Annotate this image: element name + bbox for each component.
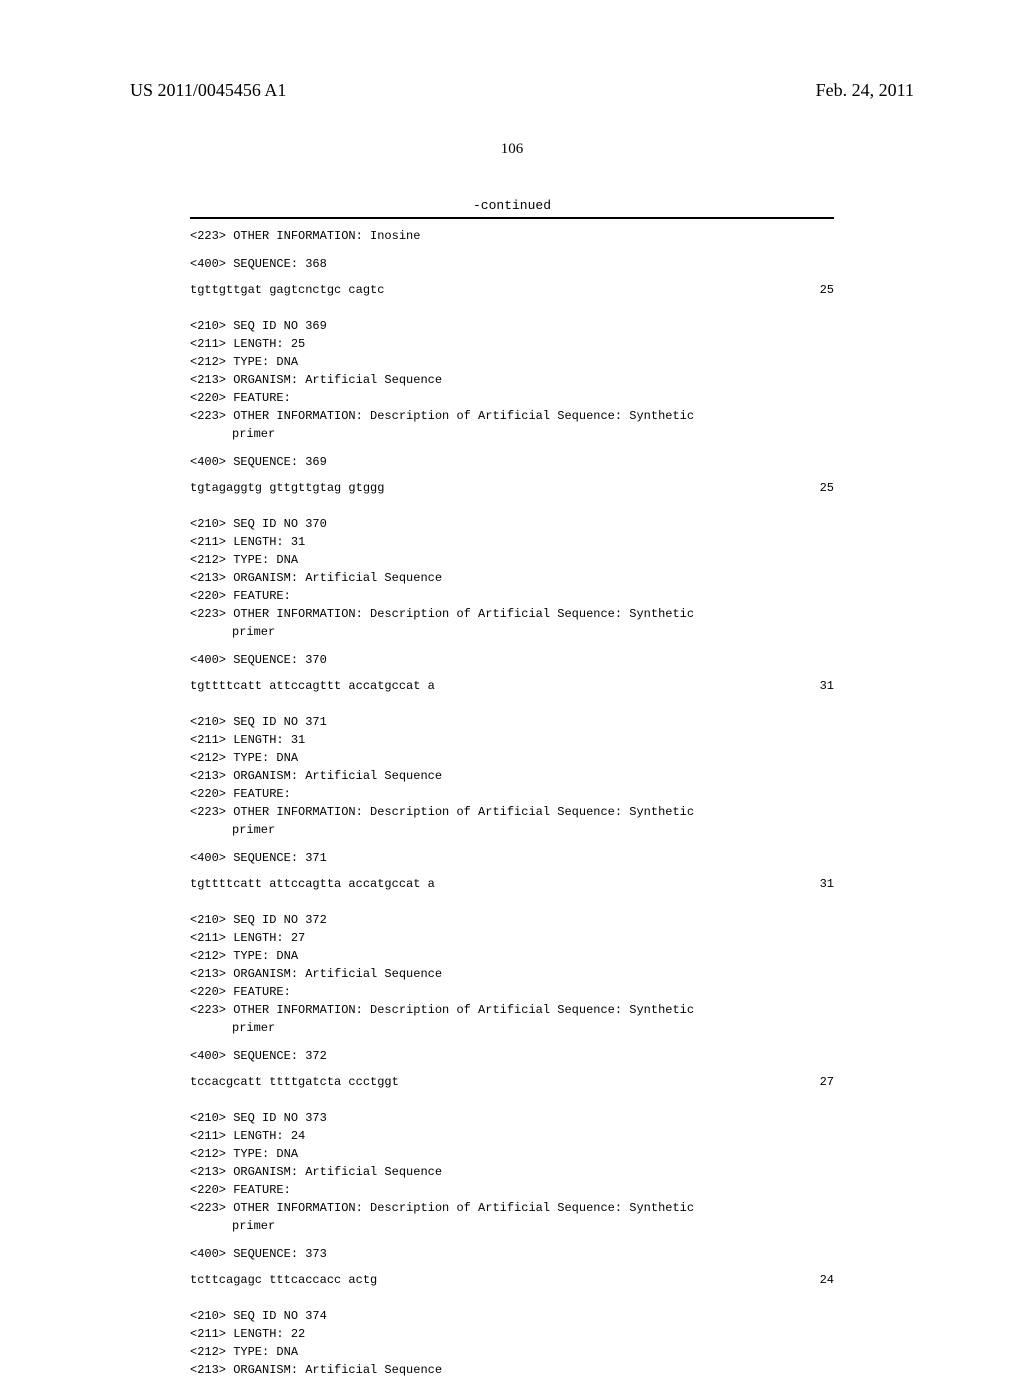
seq-id-line: <210> SEQ ID NO 371 — [190, 713, 834, 731]
content-area: -continued <223> OTHER INFORMATION: Inos… — [190, 198, 834, 1379]
length-line: <211> LENGTH: 22 — [190, 1325, 834, 1343]
length-line: <211> LENGTH: 27 — [190, 929, 834, 947]
organism-line: <213> ORGANISM: Artificial Sequence — [190, 1361, 834, 1379]
feature-line: <220> FEATURE: — [190, 389, 834, 407]
seq-id-line: <210> SEQ ID NO 374 — [190, 1307, 834, 1325]
publication-number: US 2011/0045456 A1 — [130, 80, 286, 101]
type-line: <212> TYPE: DNA — [190, 749, 834, 767]
type-line: <212> TYPE: DNA — [190, 353, 834, 371]
sequence-length: 25 — [820, 281, 834, 299]
sequence-row: tgttgttgat gagtcnctgc cagtc 25 — [190, 281, 834, 299]
length-line: <211> LENGTH: 24 — [190, 1127, 834, 1145]
length-line: <211> LENGTH: 31 — [190, 533, 834, 551]
feature-line: <220> FEATURE: — [190, 785, 834, 803]
sequence-length: 27 — [820, 1073, 834, 1091]
sequence-entry-tail: <210> SEQ ID NO 374 <211> LENGTH: 22 <21… — [190, 1307, 834, 1379]
sequence-text: tccacgcatt ttttgatcta ccctggt — [190, 1073, 399, 1091]
feature-line: <220> FEATURE: — [190, 587, 834, 605]
feature-line: <220> FEATURE: — [190, 983, 834, 1001]
sequence-header: <400> SEQUENCE: 373 — [190, 1245, 834, 1263]
publication-date: Feb. 24, 2011 — [816, 80, 914, 101]
sequence-header: <400> SEQUENCE: 370 — [190, 651, 834, 669]
other-info-continuation: primer — [190, 1019, 834, 1037]
organism-line: <213> ORGANISM: Artificial Sequence — [190, 767, 834, 785]
continued-label: -continued — [190, 198, 834, 213]
other-info-line: <223> OTHER INFORMATION: Description of … — [190, 1199, 834, 1217]
length-line: <211> LENGTH: 25 — [190, 335, 834, 353]
other-info-continuation: primer — [190, 623, 834, 641]
page-number: 106 — [0, 141, 1024, 158]
sequence-text: tcttcagagc tttcaccacc actg — [190, 1271, 377, 1289]
type-line: <212> TYPE: DNA — [190, 551, 834, 569]
organism-line: <213> ORGANISM: Artificial Sequence — [190, 1163, 834, 1181]
sequence-row: tccacgcatt ttttgatcta ccctggt 27 — [190, 1073, 834, 1091]
page-header: US 2011/0045456 A1 Feb. 24, 2011 — [0, 0, 1024, 101]
organism-line: <213> ORGANISM: Artificial Sequence — [190, 965, 834, 983]
other-info-continuation: primer — [190, 821, 834, 839]
sequence-header: <400> SEQUENCE: 372 — [190, 1047, 834, 1065]
sequence-entry: <210> SEQ ID NO 369 <211> LENGTH: 25 <21… — [190, 317, 834, 497]
other-info-line: <223> OTHER INFORMATION: Inosine — [190, 227, 834, 245]
sequence-entry: <210> SEQ ID NO 372 <211> LENGTH: 27 <21… — [190, 911, 834, 1091]
sequence-row: tcttcagagc tttcaccacc actg 24 — [190, 1271, 834, 1289]
other-info-line: <223> OTHER INFORMATION: Description of … — [190, 1001, 834, 1019]
sequence-header: <400> SEQUENCE: 371 — [190, 849, 834, 867]
sequence-length: 31 — [820, 677, 834, 695]
seq-id-line: <210> SEQ ID NO 370 — [190, 515, 834, 533]
type-line: <212> TYPE: DNA — [190, 1145, 834, 1163]
type-line: <212> TYPE: DNA — [190, 1343, 834, 1361]
other-info-line: <223> OTHER INFORMATION: Description of … — [190, 605, 834, 623]
sequence-row: tgttttcatt attccagttt accatgccat a 31 — [190, 677, 834, 695]
seq-id-line: <210> SEQ ID NO 372 — [190, 911, 834, 929]
sequence-entry: <210> SEQ ID NO 370 <211> LENGTH: 31 <21… — [190, 515, 834, 695]
other-info-continuation: primer — [190, 425, 834, 443]
sequence-length: 31 — [820, 875, 834, 893]
sequence-header: <400> SEQUENCE: 369 — [190, 453, 834, 471]
sequence-length: 24 — [820, 1271, 834, 1289]
other-info-continuation: primer — [190, 1217, 834, 1235]
sequence-text: tgttttcatt attccagtta accatgccat a — [190, 875, 435, 893]
other-info-line: <223> OTHER INFORMATION: Description of … — [190, 407, 834, 425]
seq-id-line: <210> SEQ ID NO 373 — [190, 1109, 834, 1127]
seq-id-line: <210> SEQ ID NO 369 — [190, 317, 834, 335]
sequence-entry: <210> SEQ ID NO 373 <211> LENGTH: 24 <21… — [190, 1109, 834, 1289]
sequence-entry: <210> SEQ ID NO 371 <211> LENGTH: 31 <21… — [190, 713, 834, 893]
sequence-length: 25 — [820, 479, 834, 497]
sequence-row: tgtagaggtg gttgttgtag gtggg 25 — [190, 479, 834, 497]
sequence-text: tgttttcatt attccagttt accatgccat a — [190, 677, 435, 695]
other-info-line: <223> OTHER INFORMATION: Description of … — [190, 803, 834, 821]
sequence-text: tgttgttgat gagtcnctgc cagtc — [190, 281, 384, 299]
sequence-text: tgtagaggtg gttgttgtag gtggg — [190, 479, 384, 497]
feature-line: <220> FEATURE: — [190, 1181, 834, 1199]
organism-line: <213> ORGANISM: Artificial Sequence — [190, 569, 834, 587]
length-line: <211> LENGTH: 31 — [190, 731, 834, 749]
organism-line: <213> ORGANISM: Artificial Sequence — [190, 371, 834, 389]
sequence-header: <400> SEQUENCE: 368 — [190, 255, 834, 273]
sequence-listing: <223> OTHER INFORMATION: Inosine <400> S… — [190, 227, 834, 1379]
sequence-row: tgttttcatt attccagtta accatgccat a 31 — [190, 875, 834, 893]
section-rule — [190, 217, 834, 219]
type-line: <212> TYPE: DNA — [190, 947, 834, 965]
